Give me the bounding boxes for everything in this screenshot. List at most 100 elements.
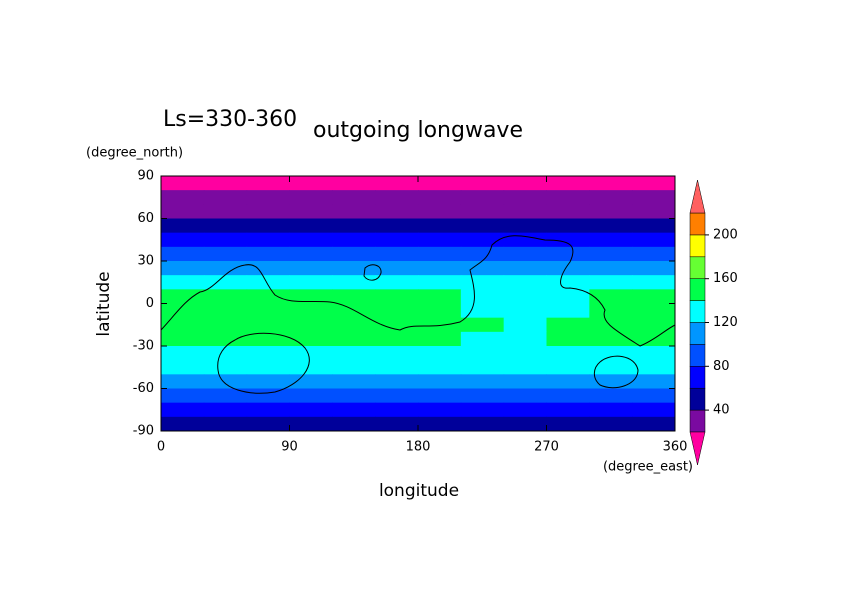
- field-cell: [632, 176, 676, 191]
- field-cell: [246, 289, 290, 304]
- field-cell: [246, 360, 290, 375]
- colorbar-under: [689, 431, 706, 466]
- field-cell: [418, 218, 462, 234]
- field-cell: [161, 416, 205, 432]
- field-cell: [632, 232, 676, 248]
- x-tick-label: 0: [157, 440, 165, 455]
- field-cell: [246, 303, 290, 319]
- field-cell: [589, 261, 633, 276]
- field-cell: [332, 176, 376, 191]
- field-cell: [289, 261, 333, 276]
- field-cell: [503, 176, 547, 191]
- field-cell: [503, 232, 547, 248]
- y-tick-label: -30: [133, 339, 154, 354]
- field-cell: [418, 275, 462, 290]
- field-cell: [546, 190, 590, 205]
- field-cell: [332, 402, 376, 418]
- y-unit: (degree_north): [86, 146, 183, 161]
- field-cell: [161, 374, 205, 389]
- field-cell: [503, 402, 547, 418]
- field-cell: [503, 261, 547, 276]
- field-cell: [589, 331, 633, 347]
- field-cell: [589, 232, 633, 248]
- field-cell: [289, 218, 333, 234]
- field-cell: [246, 218, 290, 234]
- field-cell: [546, 246, 590, 262]
- field-cell: [589, 289, 633, 304]
- field-cell: [503, 360, 547, 375]
- field-cell: [375, 303, 419, 319]
- x-tick-label: 180: [406, 440, 431, 455]
- field-cell: [375, 275, 419, 290]
- field-cell: [246, 176, 290, 191]
- field-cell: [203, 388, 248, 404]
- field-cell: [589, 275, 633, 290]
- field-cell: [460, 416, 505, 432]
- field-cell: [203, 416, 248, 432]
- field-cell: [161, 232, 205, 248]
- field-cell: [203, 275, 248, 290]
- contour-line: [217, 332, 310, 394]
- field-cell: [503, 190, 547, 205]
- field-cell: [246, 317, 290, 333]
- y-tick-label: 0: [146, 296, 154, 311]
- field-cell: [418, 246, 462, 262]
- field-cell: [375, 232, 419, 248]
- field-cell: [246, 275, 290, 290]
- field-cell: [632, 346, 676, 361]
- field-cell: [503, 246, 547, 262]
- field-cell: [546, 388, 590, 404]
- field-cell: [161, 176, 205, 191]
- field-cell: [460, 190, 505, 205]
- colorbar-box: [689, 212, 706, 236]
- field-cell: [460, 346, 505, 361]
- field-cell: [246, 204, 290, 219]
- field-cell: [289, 176, 333, 191]
- field-cell: [375, 360, 419, 375]
- x-tick-label: 270: [534, 440, 559, 455]
- field-cell: [375, 190, 419, 205]
- field-cell: [203, 261, 248, 276]
- field-cell: [460, 275, 505, 290]
- field-cell: [589, 204, 633, 219]
- field-cell: [203, 317, 248, 333]
- field-cell: [632, 246, 676, 262]
- field-cell: [546, 218, 590, 234]
- field-cell: [161, 204, 205, 219]
- x-tick-label: 360: [663, 440, 688, 455]
- field-cell: [332, 289, 376, 304]
- subtitle: Ls=330-360: [163, 107, 297, 132]
- field-cell: [375, 331, 419, 347]
- field-cell: [375, 402, 419, 418]
- field-cell: [589, 402, 633, 418]
- field-cell: [289, 289, 333, 304]
- field-cell: [418, 402, 462, 418]
- field-cell: [546, 232, 590, 248]
- field-cell: [289, 275, 333, 290]
- field-cell: [161, 402, 205, 418]
- chart-title: outgoing longwave: [313, 118, 523, 143]
- field-cell: [332, 346, 376, 361]
- field-cell: [375, 246, 419, 262]
- field-cell: [203, 360, 248, 375]
- field-cell: [503, 218, 547, 234]
- field-cell: [460, 402, 505, 418]
- field-cell: [632, 289, 676, 304]
- field-cell: [546, 346, 590, 361]
- field-cell: [632, 275, 676, 290]
- field-cell: [375, 218, 419, 234]
- field-cell: [332, 261, 376, 276]
- field-cell: [161, 190, 205, 205]
- colorbar-box: [689, 300, 706, 323]
- field-cell: [161, 360, 205, 375]
- field-cell: [418, 261, 462, 276]
- field-cell: [289, 190, 333, 205]
- field-cell: [203, 374, 248, 389]
- field-cell: [632, 416, 676, 432]
- field-cell: [203, 204, 248, 219]
- field-cell: [203, 346, 248, 361]
- field-cell: [161, 289, 205, 304]
- colorbar-box: [689, 409, 706, 433]
- colorbar-over: [689, 179, 706, 214]
- field-cell: [546, 402, 590, 418]
